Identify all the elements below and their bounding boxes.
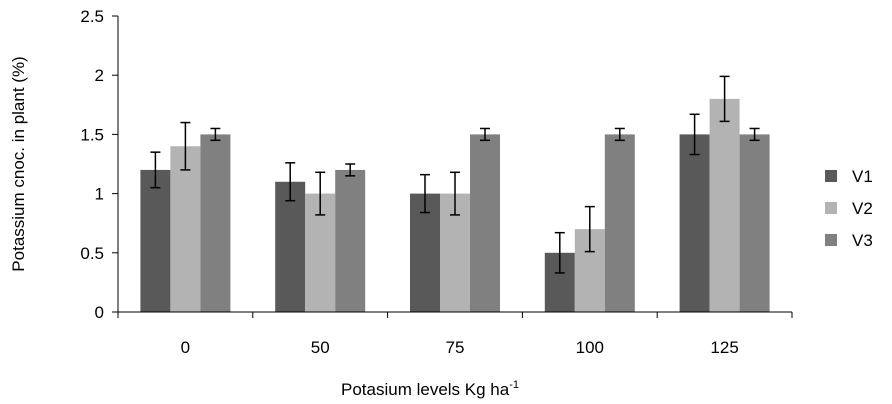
- error-bars-group: [150, 75, 760, 274]
- bar-v3-125: [739, 134, 770, 312]
- y-tick-label-1: 1: [95, 185, 104, 204]
- bar-v1-50: [275, 181, 306, 312]
- x-tick-label-0: 0: [181, 338, 190, 357]
- axes-group: 0 0.5 1 1.5 2 2.5 0 50 75 100 125: [80, 7, 793, 357]
- legend: V1 V2 V3: [825, 167, 873, 250]
- bar-v3-75: [470, 134, 500, 312]
- y-tick-label-1.5: 1.5: [80, 125, 104, 144]
- y-tick-label-2.5: 2.5: [80, 7, 104, 26]
- legend-label-v3: V3: [852, 231, 873, 250]
- bar-v1-75: [410, 193, 440, 312]
- bar-v3-0: [200, 134, 231, 312]
- bar-v3-100: [604, 134, 635, 312]
- legend-swatch-v1: [825, 170, 837, 182]
- bar-v2-0: [170, 146, 201, 312]
- x-tick-label-100: 100: [576, 338, 604, 357]
- x-axis-title-superscript: -1: [509, 379, 519, 391]
- bars-group: [140, 98, 770, 312]
- legend-swatch-v3: [825, 234, 837, 246]
- x-tick-label-125: 125: [710, 338, 738, 357]
- y-tick-label-2: 2: [95, 66, 104, 85]
- x-axis-title-main: Potasium levels Kg ha: [341, 380, 510, 399]
- legend-label-v2: V2: [852, 199, 873, 218]
- x-axis-title: Potasium levels Kg ha-1: [341, 379, 519, 399]
- bar-v1-0: [140, 169, 171, 312]
- legend-label-v1: V1: [852, 167, 873, 186]
- y-tick-label-0: 0: [95, 303, 104, 322]
- bar-v1-125: [679, 134, 710, 312]
- y-tick-label-0.5: 0.5: [80, 244, 104, 263]
- bar-v3-50: [335, 169, 366, 312]
- bar-v2-125: [709, 98, 740, 312]
- y-axis-title: Potassium cnoc. in plant (%): [9, 56, 28, 271]
- x-tick-label-50: 50: [311, 338, 330, 357]
- x-tick-label-75: 75: [446, 338, 465, 357]
- legend-swatch-v2: [825, 202, 837, 214]
